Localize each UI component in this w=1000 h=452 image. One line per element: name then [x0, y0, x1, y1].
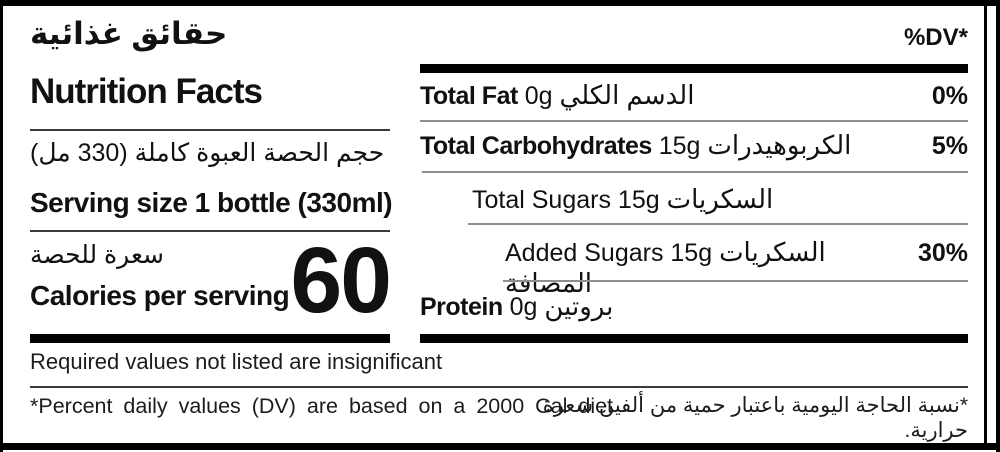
right-bottom-thick-bar	[420, 334, 968, 343]
nutrient-amount: 0g	[524, 82, 553, 110]
required-values-note: Required values not listed are insignifi…	[30, 349, 443, 374]
calories-value: 60	[290, 228, 392, 332]
frame-top-band	[0, 0, 1000, 6]
nutrient-row-total-fat: Total Fat 0g الدسم الكلي 0%	[420, 80, 968, 111]
nutrient-name: Total Carbohydrates	[420, 132, 652, 160]
nutrient-amount: 15g	[617, 186, 660, 214]
nutrient-name-group: Protein 0g بروتين	[420, 291, 613, 322]
frame-right-edge	[996, 0, 1000, 452]
nutrient-amount: 15g	[658, 132, 701, 160]
percent-dv-header: %DV*	[903, 24, 968, 51]
right-top-thick-bar	[420, 64, 968, 73]
frame-left-edge	[0, 0, 3, 452]
calories-label-english: Calories per serving	[30, 280, 290, 311]
nutrient-dv: 30%	[917, 239, 968, 267]
divider	[420, 120, 968, 122]
nutrient-dv: 0%	[931, 82, 968, 110]
nutrient-row-added-sugars: Added Sugars 15g السكريات المضافة 30%	[420, 237, 968, 299]
frame-bottom-band	[0, 443, 1000, 450]
label-right-border	[984, 0, 987, 449]
nutrient-name-group: Total Carbohydrates 15g الكربوهيدرات	[420, 130, 851, 161]
title-arabic: حقائق غذائية	[30, 16, 228, 51]
nutrient-name-arabic: الكربوهيدرات	[707, 130, 852, 160]
divider-under-title	[30, 129, 390, 131]
nutrient-row-protein: Protein 0g بروتين	[420, 291, 968, 322]
nutrient-name: Protein	[420, 293, 503, 321]
title-english: Nutrition Facts	[30, 72, 263, 111]
nutrient-name-arabic: الدسم الكلي	[559, 80, 695, 110]
nutrient-name: Total Sugars	[472, 186, 611, 214]
nutrient-name: Total Fat	[420, 82, 518, 110]
nutrient-name-arabic: السكريات	[666, 184, 774, 214]
nutrient-row-total-carbohydrates: Total Carbohydrates 15g الكربوهيدرات 5%	[420, 130, 968, 161]
serving-size-english: Serving size 1 bottle (330ml)	[30, 187, 393, 218]
left-thick-bar	[30, 334, 390, 343]
nutrient-name-group: Total Sugars 15g السكريات	[472, 184, 773, 215]
nutrient-dv: 5%	[931, 132, 968, 160]
divider	[503, 280, 968, 282]
divider	[468, 223, 968, 225]
nutrient-amount: 15g	[670, 239, 713, 267]
nutrient-name: Added Sugars	[505, 239, 664, 267]
footnote-divider	[30, 386, 968, 388]
calories-label-arabic: سعرة للحصة	[30, 241, 164, 269]
footnote-arabic: *نسبة الحاجة اليومية باعتبار حمية من ألف…	[542, 394, 968, 442]
nutrient-name-arabic: بروتين	[544, 291, 614, 321]
divider	[422, 171, 968, 173]
serving-size-arabic: حجم الحصة العبوة كاملة (330 مل)	[30, 139, 385, 167]
nutrient-name-arabic: السكريات المضافة	[505, 237, 826, 298]
footnote-english: *Percent daily values (DV) are based on …	[30, 394, 614, 418]
divider-under-serving	[30, 230, 390, 232]
nutrient-name-group: Total Fat 0g الدسم الكلي	[420, 80, 694, 111]
nutrient-name-group: Added Sugars 15g السكريات المضافة	[505, 237, 918, 299]
nutrient-row-total-sugars: Total Sugars 15g السكريات	[420, 184, 968, 215]
nutrient-amount: 0g	[509, 293, 538, 321]
